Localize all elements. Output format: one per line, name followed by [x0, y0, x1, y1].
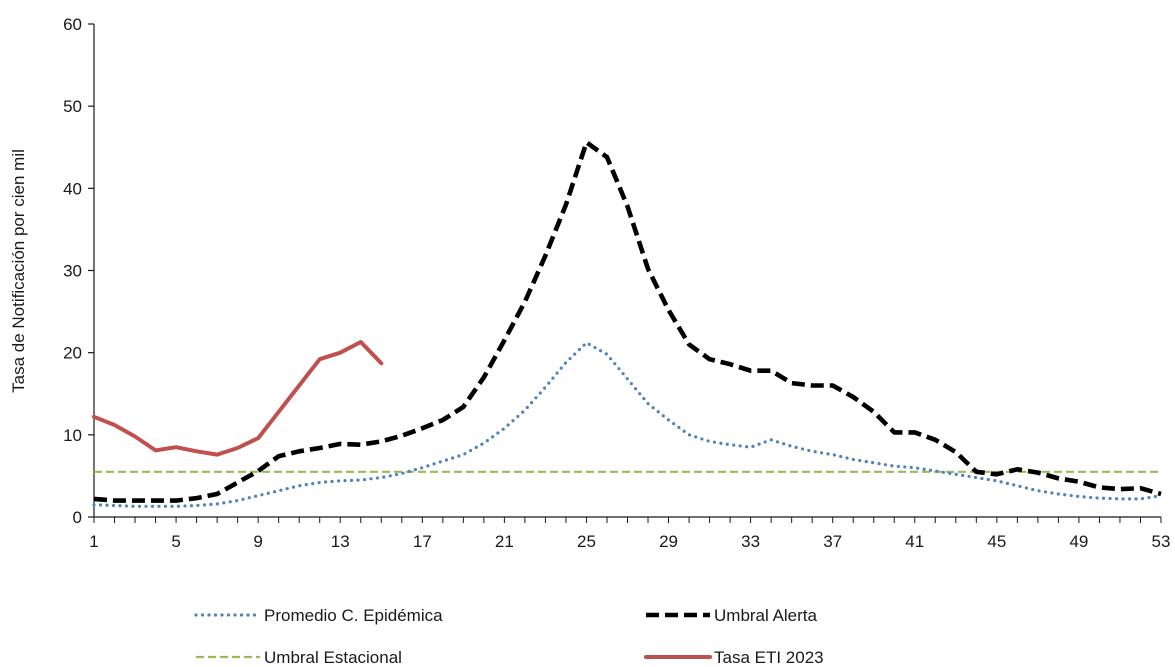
y-tick-label: 20 [63, 344, 82, 363]
series-line-tasa [92, 340, 384, 457]
y-tick-label: 50 [63, 97, 82, 116]
x-tick-label: 13 [331, 532, 350, 551]
legend: Promedio C. Epidémica Umbral Alerta Umbral… [194, 606, 824, 667]
x-tick-label: 41 [905, 532, 924, 551]
legend-label-promedio: Promedio C. Epidémica [264, 606, 443, 625]
x-ticks: 1 5 9 13 17 21 25 29 33 37 41 45 49 53 [89, 517, 1170, 551]
y-axis-title: Tasa de Notificación por cien mil [9, 149, 28, 393]
series-line-alerta [93, 140, 1162, 503]
x-tick-label: 53 [1152, 532, 1171, 551]
y-tick-label: 60 [63, 15, 82, 34]
y-tick-label: 10 [63, 426, 82, 445]
y-tick-label: 30 [63, 262, 82, 281]
legend-label-tasa: Tasa ETI 2023 [714, 648, 824, 667]
x-tick-label: 21 [495, 532, 514, 551]
x-tick-label: 49 [1069, 532, 1088, 551]
legend-label-estacional: Umbral Estacional [264, 648, 402, 667]
x-tick-label: 33 [741, 532, 760, 551]
x-tick-label: 1 [89, 532, 98, 551]
x-tick-label: 5 [171, 532, 180, 551]
legend-label-alerta: Umbral Alerta [714, 606, 818, 625]
x-tick-label: 17 [413, 532, 432, 551]
series-layer [92, 140, 1163, 508]
chart-axes [93, 24, 1161, 518]
x-tick-label: 25 [577, 532, 596, 551]
x-tick-label: 45 [987, 532, 1006, 551]
y-ticks: 0 10 20 30 40 50 60 [63, 15, 94, 527]
x-tick-label: 37 [823, 532, 842, 551]
x-tick-label: 29 [659, 532, 678, 551]
y-tick-label: 0 [73, 508, 82, 527]
x-tick-label: 9 [253, 532, 262, 551]
y-tick-label: 40 [63, 179, 82, 198]
series-line-promedio [92, 341, 1163, 508]
